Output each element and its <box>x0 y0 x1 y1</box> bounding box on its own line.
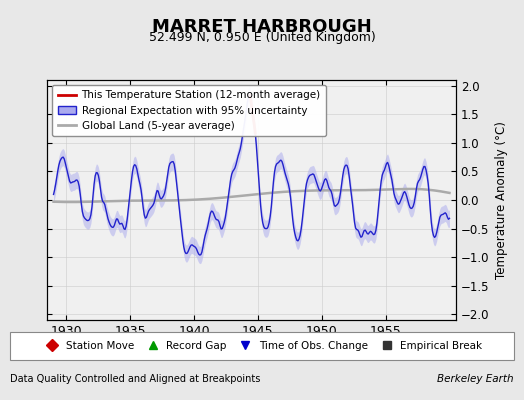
Legend: Station Move, Record Gap, Time of Obs. Change, Empirical Break: Station Move, Record Gap, Time of Obs. C… <box>39 338 485 354</box>
Text: 52.499 N, 0.950 E (United Kingdom): 52.499 N, 0.950 E (United Kingdom) <box>149 31 375 44</box>
Text: MARRET HARBROUGH: MARRET HARBROUGH <box>152 18 372 36</box>
FancyBboxPatch shape <box>10 332 514 360</box>
Text: Data Quality Controlled and Aligned at Breakpoints: Data Quality Controlled and Aligned at B… <box>10 374 261 384</box>
Y-axis label: Temperature Anomaly (°C): Temperature Anomaly (°C) <box>495 121 508 279</box>
Text: Berkeley Earth: Berkeley Earth <box>437 374 514 384</box>
Legend: This Temperature Station (12-month average), Regional Expectation with 95% uncer: This Temperature Station (12-month avera… <box>52 85 326 136</box>
